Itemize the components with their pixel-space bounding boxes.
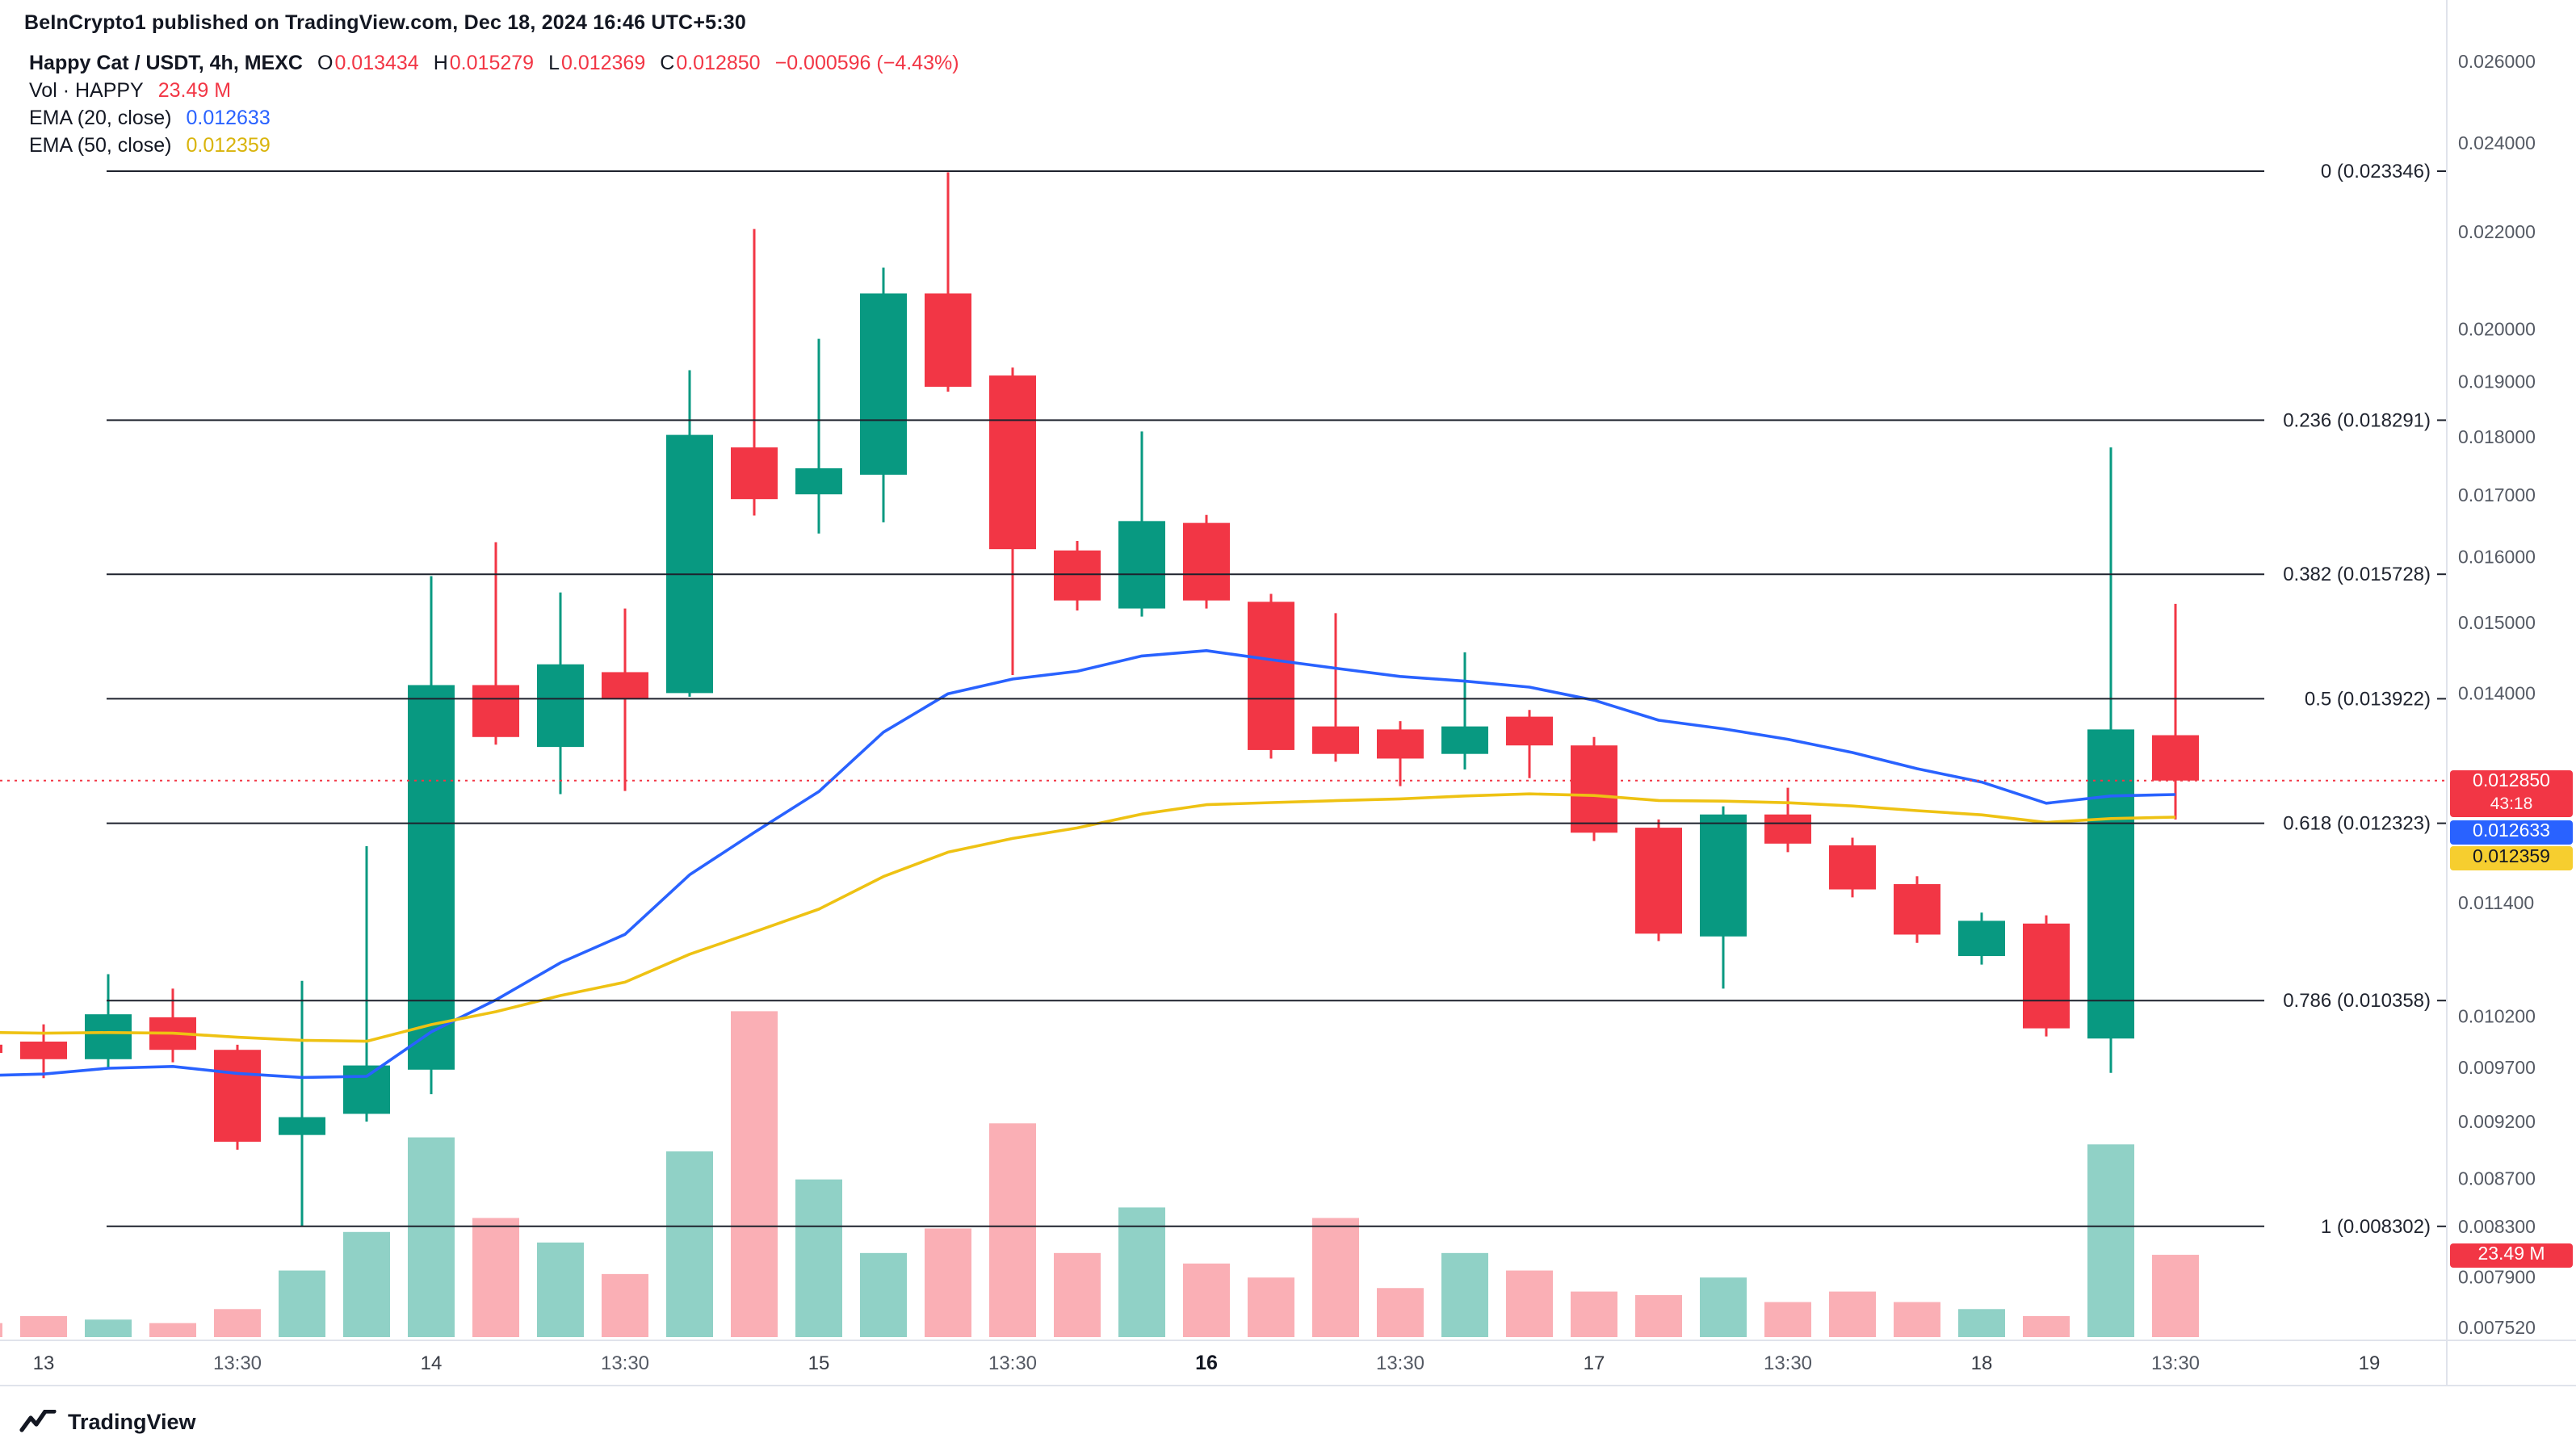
- ohlc-low-value: 0.012369: [560, 52, 646, 74]
- svg-text:0.236 (0.018291): 0.236 (0.018291): [2283, 409, 2431, 431]
- legend-symbol-row[interactable]: Happy Cat / USDT, 4h, MEXC O 0.013434 H 0.…: [29, 52, 959, 79]
- time-axis[interactable]: 13 13:30 14 13:30 15 13:30 16 13:30 17 13:30 18 13:…: [33, 1352, 2381, 1374]
- svg-text:0.019000: 0.019000: [2458, 371, 2536, 392]
- svg-text:0.014000: 0.014000: [2458, 682, 2536, 703]
- last-price-badge: 0.012850 43:18: [2450, 770, 2573, 817]
- svg-text:0.018000: 0.018000: [2458, 426, 2536, 447]
- volume-indicator-label: Vol · HAPPY: [29, 79, 144, 102]
- legend-ema20-row[interactable]: EMA (20, close) 0.012633: [29, 107, 959, 134]
- last-price-value: 0.012850: [2473, 772, 2550, 791]
- svg-text:19: 19: [2359, 1352, 2381, 1374]
- ema50-price-badge: 0.012359: [2450, 846, 2573, 870]
- svg-text:16: 16: [1195, 1352, 1218, 1374]
- svg-text:0.016000: 0.016000: [2458, 547, 2536, 568]
- svg-text:0.786 (0.010358): 0.786 (0.010358): [2283, 990, 2431, 1012]
- ohlc-close-key: C: [660, 52, 675, 74]
- ema-lines: [0, 648, 2176, 1080]
- legend-volume-row[interactable]: Vol · HAPPY 23.49 M: [29, 79, 959, 107]
- svg-text:17: 17: [1584, 1352, 1605, 1374]
- pane-borders: [0, 0, 2576, 1386]
- ohlc-low-key: L: [548, 52, 560, 74]
- ema20-price-badge: 0.012633: [2450, 820, 2573, 845]
- symbol-title[interactable]: Happy Cat / USDT, 4h, MEXC: [29, 52, 303, 74]
- svg-text:13:30: 13:30: [1376, 1352, 1424, 1374]
- ohlc-high-value: 0.015279: [449, 52, 535, 74]
- svg-text:0.382 (0.015728): 0.382 (0.015728): [2283, 564, 2431, 585]
- svg-text:13:30: 13:30: [2151, 1352, 2200, 1374]
- svg-text:0.017000: 0.017000: [2458, 484, 2536, 505]
- bar-countdown: 43:18: [2490, 795, 2533, 814]
- svg-text:0.009200: 0.009200: [2458, 1111, 2536, 1132]
- ema20-indicator-value: 0.012633: [186, 107, 271, 129]
- ema20-indicator-label: EMA (20, close): [29, 107, 172, 129]
- svg-text:0.5 (0.013922): 0.5 (0.013922): [2305, 688, 2431, 710]
- volume-bars: [0, 1011, 2199, 1337]
- ema50-indicator-label: EMA (50, close): [29, 134, 172, 157]
- svg-text:0.007520: 0.007520: [2458, 1317, 2536, 1338]
- svg-text:0.008300: 0.008300: [2458, 1216, 2536, 1237]
- svg-text:0.020000: 0.020000: [2458, 319, 2536, 340]
- svg-text:0.024000: 0.024000: [2458, 132, 2536, 153]
- ohlc-high: H 0.015279: [434, 52, 534, 74]
- svg-text:13:30: 13:30: [213, 1352, 262, 1374]
- ohlc-high-key: H: [433, 52, 448, 74]
- ohlc-close: C 0.012850: [660, 52, 760, 74]
- svg-text:13:30: 13:30: [1764, 1352, 1812, 1374]
- svg-text:0.011400: 0.011400: [2458, 892, 2534, 913]
- volume-value-badge: 23.49 M: [2450, 1243, 2573, 1268]
- svg-text:0.015000: 0.015000: [2458, 612, 2536, 633]
- svg-text:13:30: 13:30: [988, 1352, 1037, 1374]
- svg-text:0.022000: 0.022000: [2458, 221, 2536, 242]
- svg-text:1 (0.008302): 1 (0.008302): [2321, 1216, 2431, 1238]
- svg-text:0 (0.023346): 0 (0.023346): [2321, 161, 2431, 182]
- ohlc-open: O 0.013434: [317, 52, 419, 74]
- ohlc-close-value: 0.012850: [676, 52, 761, 74]
- svg-text:14: 14: [421, 1352, 443, 1374]
- svg-text:0.010200: 0.010200: [2458, 1006, 2536, 1027]
- svg-text:0.008700: 0.008700: [2458, 1168, 2536, 1189]
- ohlc-low: L 0.012369: [548, 52, 645, 74]
- svg-text:0.618 (0.012323): 0.618 (0.012323): [2283, 813, 2431, 835]
- change-value: −0.000596 (−4.43%): [774, 52, 959, 74]
- price-axis[interactable]: 0.026000 0.024000 0.022000 0.020000 0.019000…: [2458, 51, 2536, 1338]
- legend-ema50-row[interactable]: EMA (50, close) 0.012359: [29, 134, 959, 161]
- ohlc-open-value: 0.013434: [334, 52, 419, 74]
- candlesticks: [0, 172, 2199, 1227]
- ema50-indicator-value: 0.012359: [186, 134, 271, 157]
- fib-retracement[interactable]: 0 (0.023346) 0.236 (0.018291) 0.382 (0.015…: [107, 161, 2447, 1238]
- svg-text:18: 18: [1971, 1352, 1993, 1374]
- chart-legend: Happy Cat / USDT, 4h, MEXC O 0.013434 H 0.…: [29, 52, 959, 161]
- svg-text:0.007900: 0.007900: [2458, 1267, 2536, 1288]
- volume-indicator-value: 23.49 M: [157, 79, 232, 102]
- svg-text:0.009700: 0.009700: [2458, 1057, 2536, 1078]
- tradingview-logo-icon[interactable]: [19, 1410, 57, 1432]
- svg-text:0.026000: 0.026000: [2458, 51, 2536, 72]
- tradingview-brand-text[interactable]: TradingView: [68, 1409, 196, 1433]
- ohlc-open-key: O: [317, 52, 334, 74]
- svg-text:13:30: 13:30: [601, 1352, 649, 1374]
- attribution-text: BeInCrypto1 published on TradingView.com…: [24, 11, 746, 34]
- svg-text:15: 15: [808, 1352, 830, 1374]
- footer-bar: TradingView: [0, 1387, 2576, 1455]
- svg-text:13: 13: [33, 1352, 55, 1374]
